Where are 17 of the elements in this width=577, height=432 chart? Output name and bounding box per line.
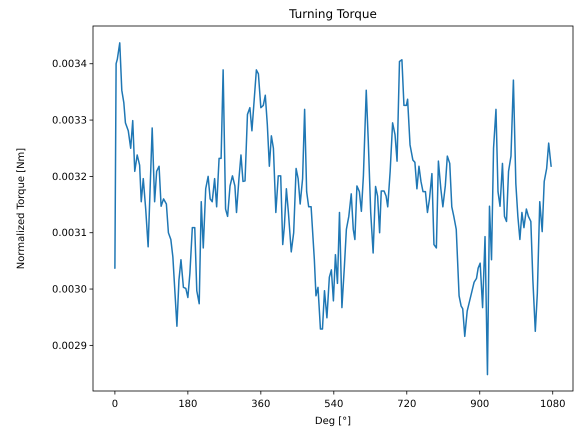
line-series [114,42,552,376]
x-tick-label: 0 [112,399,118,410]
y-tick-label: 0.0031 [52,228,87,240]
x-tick-label: 360 [251,399,270,410]
y-tick-label: 0.0033 [52,116,87,127]
x-tick-label: 1080 [540,399,566,410]
y-tick-label: 0.0032 [52,172,87,183]
chart-title: Turning Torque [288,7,377,21]
x-axis-title: Deg [°] [314,416,352,427]
x-tick-label: 180 [178,399,198,410]
y-tick-label: 0.0030 [52,284,87,296]
x-tick-label: 540 [324,399,344,410]
y-tick-label: 0.0029 [52,340,87,352]
x-tick-label: 900 [470,399,490,410]
y-tick-label: 0.0034 [52,59,87,70]
y-axis-title: Normalized Torque [Nm] [16,148,27,270]
x-tick-label: 720 [397,399,416,410]
